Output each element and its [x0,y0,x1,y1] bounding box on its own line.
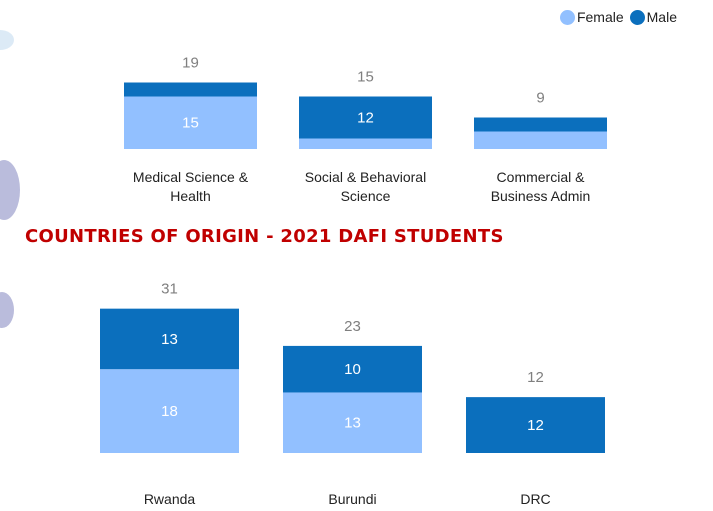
legend-item: Female [559,9,624,25]
x-tick-label: DRC [520,491,551,507]
x-tick-label: Burundi [328,491,377,507]
legend: Female Male [556,9,677,25]
bar-segment [474,131,607,149]
legend-label: Female [576,9,624,25]
total-label: 23 [344,318,361,335]
legend-label: Male [646,9,677,25]
segment-label: 12 [357,109,374,126]
bar-segment [283,392,422,453]
x-tick-label: Commercial & Business Admin [490,169,591,204]
bar-segment [283,345,422,393]
bar-segment [100,369,239,453]
chart-title: COUNTRIES OF ORIGIN - 2021 DAFI STUDENTS [25,226,504,247]
bar-segment [474,117,607,132]
x-tick-label: Medical Science & Health [132,169,249,204]
total-label: 31 [161,281,178,298]
legend-swatch [559,9,575,25]
bar-segment [124,96,257,149]
total-label: 19 [182,54,199,71]
segment-label: 10 [344,361,361,378]
x-tick-label: Social & Behavioral Science [304,169,427,204]
segment-label: 12 [527,417,544,434]
segment-label: 15 [182,115,199,132]
segment-label: 13 [344,415,361,432]
total-label: 9 [536,89,544,106]
segment-label: 13 [161,331,178,348]
x-tick-label: Rwanda [143,491,196,507]
bar-segment [100,308,239,370]
background-decoration [0,30,20,328]
bar-segment [466,397,605,453]
bar-segment [299,138,432,149]
legend-swatch [629,9,645,25]
legend-item: Male [629,9,677,25]
segment-label: 18 [161,403,178,420]
bar-segment [124,82,257,97]
bar-segment [299,96,432,139]
total-label: 12 [527,369,544,386]
total-label: 15 [357,68,374,85]
